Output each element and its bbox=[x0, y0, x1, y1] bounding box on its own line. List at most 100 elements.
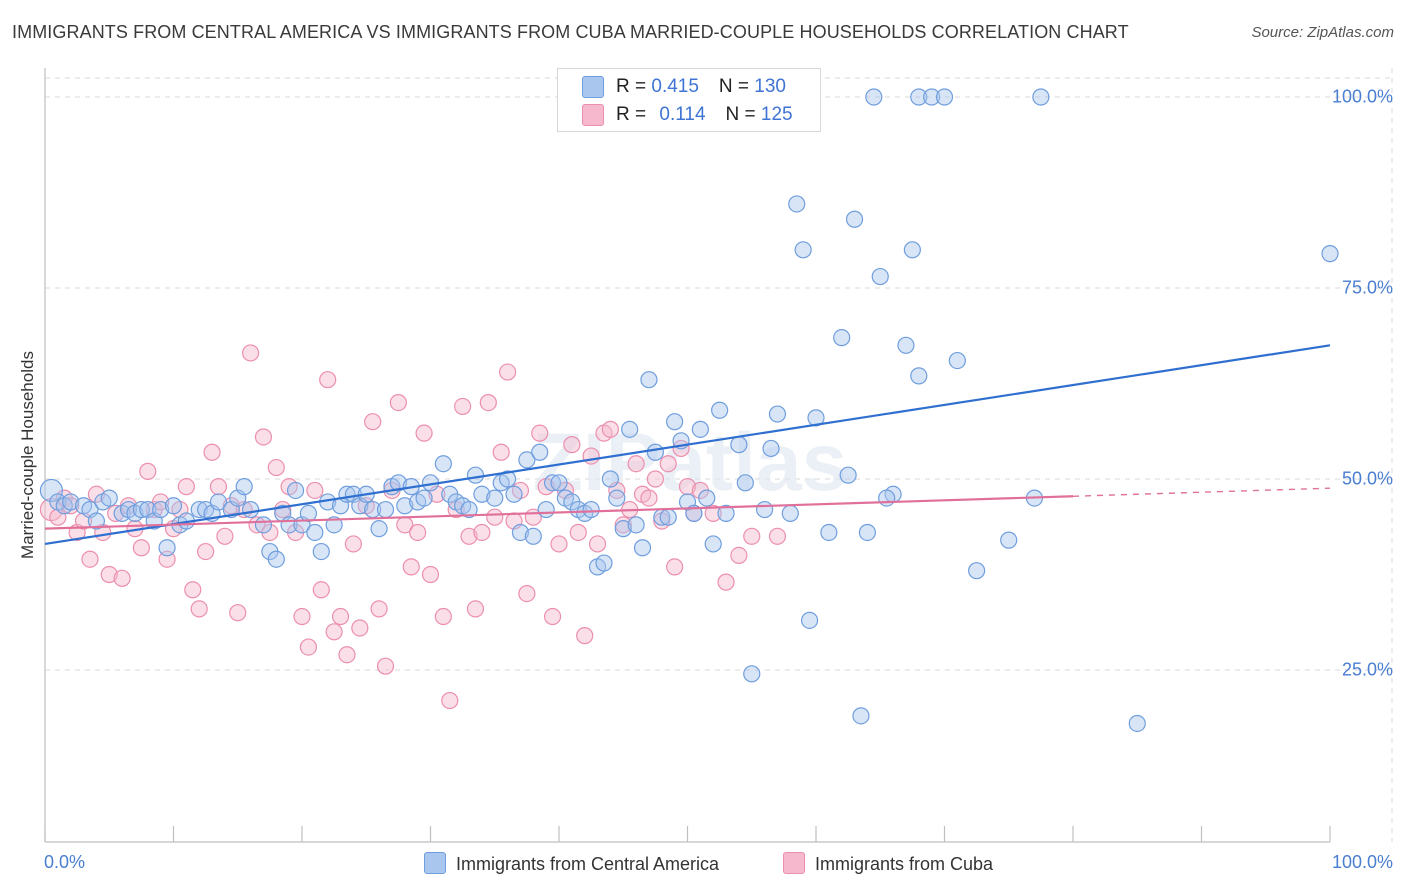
central-america-point bbox=[164, 497, 183, 515]
cuba-point bbox=[421, 565, 440, 584]
central-america-point bbox=[910, 88, 928, 106]
cuba-point bbox=[627, 455, 645, 473]
r-label: R = bbox=[616, 76, 652, 98]
n-value: 130 bbox=[754, 76, 786, 98]
central-america-point bbox=[518, 451, 536, 469]
central-america-point bbox=[762, 439, 780, 458]
cuba-point bbox=[460, 527, 478, 545]
central-america-point bbox=[1321, 245, 1339, 263]
central-america-point bbox=[743, 665, 761, 683]
cuba-point bbox=[229, 604, 247, 622]
cuba-point bbox=[190, 600, 208, 618]
correlation-legend: R = 0.415 N = 130 R = 0.114 N = 125 bbox=[557, 68, 821, 132]
grid-lines bbox=[45, 68, 1393, 842]
central-america-point bbox=[923, 88, 941, 106]
blue-square-icon bbox=[424, 852, 446, 874]
cuba-point bbox=[717, 573, 735, 591]
cuba-point bbox=[364, 413, 382, 431]
central-america-point bbox=[858, 523, 877, 542]
cuba-point bbox=[743, 527, 761, 545]
central-america-point bbox=[646, 443, 664, 461]
central-america-point bbox=[158, 539, 176, 557]
central-america-point bbox=[968, 562, 986, 580]
x-tick-label-100: 100.0% bbox=[1331, 852, 1393, 872]
trend-lines bbox=[44, 344, 1331, 546]
central-america-point bbox=[370, 520, 388, 538]
central-america-point bbox=[1032, 88, 1050, 106]
r-value: 0.114 bbox=[659, 104, 706, 126]
cuba-point bbox=[640, 489, 658, 507]
y-tick-label-50: 50.0% bbox=[1341, 468, 1393, 489]
central-america-point bbox=[666, 413, 684, 431]
central-america-point bbox=[865, 88, 883, 106]
y-tick-label-100: 100.0% bbox=[1331, 86, 1393, 107]
central-america-point bbox=[807, 409, 825, 427]
cuba-point bbox=[588, 535, 607, 553]
cuba-point bbox=[543, 607, 562, 626]
central-america-point bbox=[730, 436, 748, 454]
y-axis-title: Married-couple Households bbox=[18, 351, 37, 559]
central-america-point bbox=[910, 367, 928, 385]
cuba-point bbox=[376, 657, 395, 675]
central-america-point bbox=[582, 500, 600, 519]
x-tick-label-0: 0.0% bbox=[44, 852, 86, 872]
cuba-point bbox=[569, 523, 587, 542]
central-america-point bbox=[595, 554, 613, 572]
legend-label: Immigrants from Central America bbox=[456, 854, 720, 874]
cuba-point bbox=[576, 627, 594, 645]
central-america-point bbox=[306, 523, 324, 542]
cuba-point bbox=[402, 558, 420, 576]
cuba-point bbox=[499, 363, 517, 381]
central-america-point bbox=[948, 351, 966, 370]
central-america-point bbox=[614, 520, 632, 538]
central-america-point bbox=[299, 504, 318, 522]
central-america-point bbox=[389, 474, 407, 492]
central-america-point bbox=[698, 489, 716, 507]
central-america-point bbox=[601, 470, 620, 488]
central-america-point bbox=[717, 504, 735, 522]
central-america-point bbox=[839, 466, 857, 484]
central-america-point bbox=[152, 500, 170, 519]
r-label: R = bbox=[616, 104, 652, 126]
cuba-point bbox=[338, 646, 356, 664]
cuba-point bbox=[107, 504, 125, 522]
central-america-point bbox=[62, 493, 80, 511]
cuba-point bbox=[454, 397, 472, 416]
cuba-point bbox=[466, 600, 485, 618]
central-america-point bbox=[633, 539, 652, 557]
cuba-point bbox=[409, 523, 427, 542]
central-america-point bbox=[486, 489, 504, 507]
central-america-point bbox=[627, 516, 645, 534]
cuba-point bbox=[550, 535, 568, 553]
cuba-point bbox=[331, 607, 350, 626]
bottom-legend-cuba: Immigrants from Cuba bbox=[783, 852, 993, 875]
central-america-point bbox=[537, 500, 555, 519]
cuba-point bbox=[293, 607, 311, 626]
cuba-point bbox=[473, 523, 491, 542]
central-america-point bbox=[871, 267, 889, 286]
central-america-point bbox=[209, 493, 228, 511]
cuba-point bbox=[351, 619, 369, 637]
cuba-point bbox=[601, 420, 620, 438]
central-america-point bbox=[87, 512, 106, 530]
pink-swatch-icon bbox=[582, 104, 604, 126]
cuba-points bbox=[39, 344, 787, 710]
central-america-point bbox=[897, 336, 915, 354]
cuba-point bbox=[254, 428, 273, 446]
cuba-point bbox=[434, 607, 452, 626]
source-credit: Source: ZipAtlas.com bbox=[1251, 24, 1394, 41]
central-america-point bbox=[190, 500, 208, 519]
central-america-point bbox=[267, 550, 285, 568]
central-america-point bbox=[254, 516, 273, 534]
central-america-point bbox=[878, 489, 896, 507]
central-america-point bbox=[608, 489, 626, 507]
cuba-trend-line-extension bbox=[1072, 487, 1331, 497]
central-america-point bbox=[781, 504, 799, 522]
cuba-point bbox=[139, 462, 157, 480]
cuba-point bbox=[299, 638, 318, 656]
central-america-point bbox=[640, 371, 658, 389]
central-america-point bbox=[543, 474, 562, 492]
cuba-point bbox=[132, 539, 150, 557]
pink-square-icon bbox=[783, 852, 805, 874]
